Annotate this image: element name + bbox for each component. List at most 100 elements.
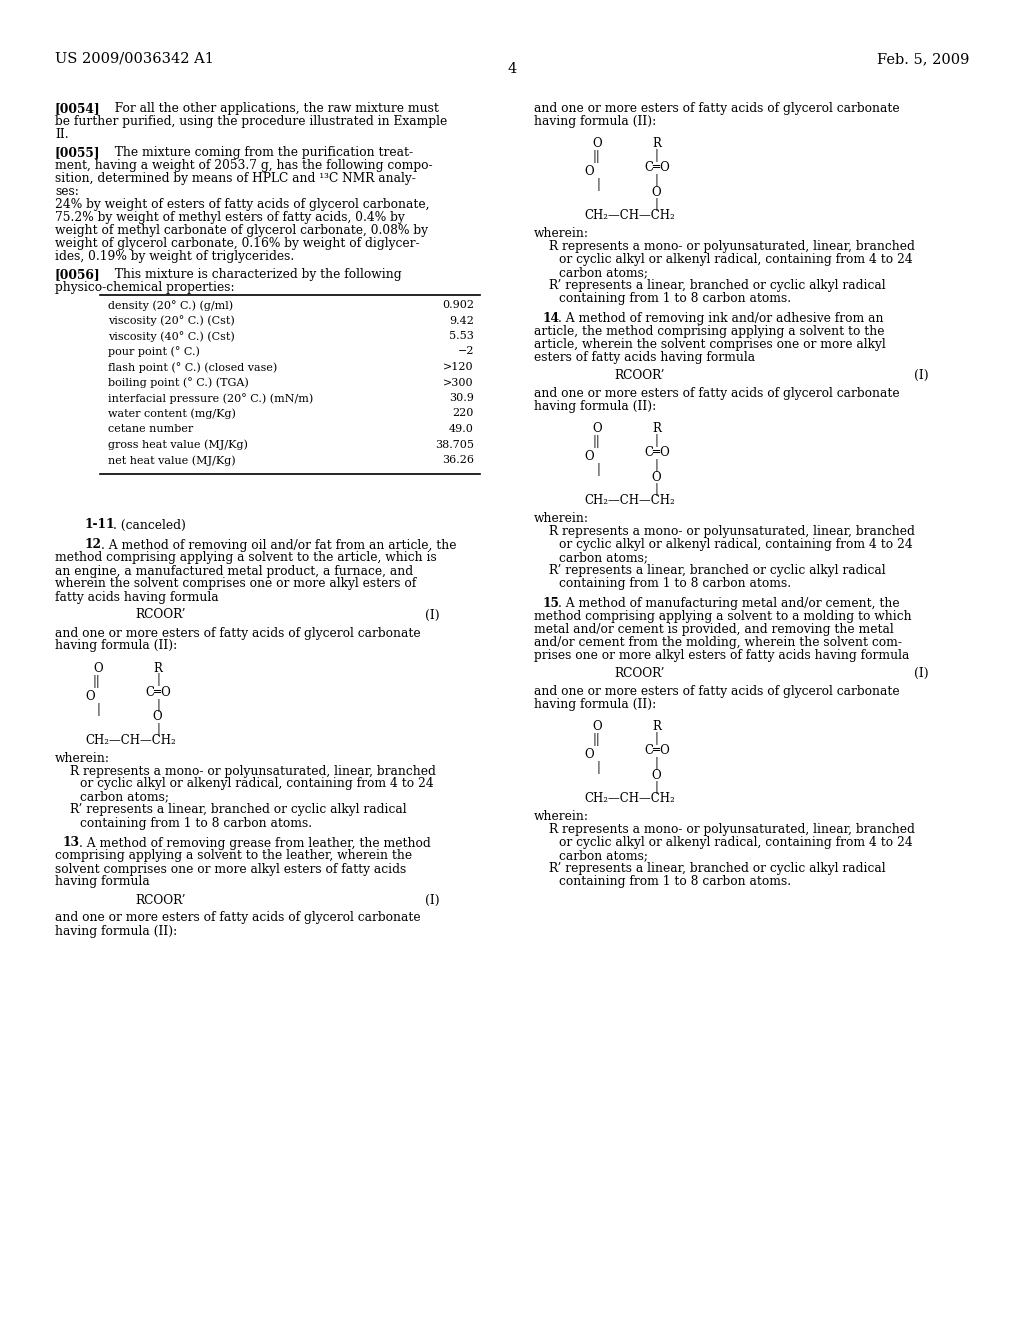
Text: 4: 4 bbox=[507, 62, 517, 77]
Text: R: R bbox=[652, 422, 660, 436]
Text: having formula (II):: having formula (II): bbox=[55, 924, 177, 937]
Text: |: | bbox=[156, 673, 160, 686]
Text: solvent comprises one or more alkyl esters of fatty acids: solvent comprises one or more alkyl este… bbox=[55, 862, 407, 875]
Text: weight of glycerol carbonate, 0.16% by weight of diglycer-: weight of glycerol carbonate, 0.16% by w… bbox=[55, 238, 420, 249]
Text: R represents a mono- or polyunsaturated, linear, branched: R represents a mono- or polyunsaturated,… bbox=[549, 525, 914, 539]
Text: 24% by weight of esters of fatty acids of glycerol carbonate,: 24% by weight of esters of fatty acids o… bbox=[55, 198, 429, 211]
Text: wherein:: wherein: bbox=[534, 810, 589, 822]
Text: ses:: ses: bbox=[55, 185, 79, 198]
Text: 5.53: 5.53 bbox=[450, 331, 474, 341]
Text: containing from 1 to 8 carbon atoms.: containing from 1 to 8 carbon atoms. bbox=[559, 577, 792, 590]
Text: [0056]: [0056] bbox=[55, 268, 100, 281]
Text: |: | bbox=[156, 698, 160, 711]
Text: The mixture coming from the purification treat-: The mixture coming from the purification… bbox=[106, 147, 413, 158]
Text: carbon atoms;: carbon atoms; bbox=[559, 267, 648, 279]
Text: fatty acids having formula: fatty acids having formula bbox=[55, 590, 219, 603]
Text: 9.42: 9.42 bbox=[450, 315, 474, 326]
Text: flash point (° C.) (closed vase): flash point (° C.) (closed vase) bbox=[108, 362, 278, 372]
Text: . A method of removing oil and/or fat from an article, the: . A method of removing oil and/or fat fr… bbox=[101, 539, 457, 552]
Text: 38.705: 38.705 bbox=[435, 440, 474, 450]
Text: containing from 1 to 8 carbon atoms.: containing from 1 to 8 carbon atoms. bbox=[559, 875, 792, 888]
Text: R’ represents a linear, branched or cyclic alkyl radical: R’ represents a linear, branched or cycl… bbox=[70, 804, 407, 817]
Text: |: | bbox=[655, 149, 658, 162]
Text: |: | bbox=[596, 178, 600, 191]
Text: carbon atoms;: carbon atoms; bbox=[80, 791, 169, 804]
Text: prises one or more alkyl esters of fatty acids having formula: prises one or more alkyl esters of fatty… bbox=[534, 649, 909, 663]
Text: sition, determined by means of HPLC and ¹³C NMR analy-: sition, determined by means of HPLC and … bbox=[55, 172, 416, 185]
Text: and one or more esters of fatty acids of glycerol carbonate: and one or more esters of fatty acids of… bbox=[534, 387, 900, 400]
Text: O: O bbox=[85, 689, 94, 702]
Text: ||: || bbox=[592, 436, 600, 447]
Text: O: O bbox=[592, 137, 602, 150]
Text: an engine, a manufactured metal product, a furnace, and: an engine, a manufactured metal product,… bbox=[55, 565, 413, 578]
Text: . (canceled): . (canceled) bbox=[113, 519, 186, 532]
Text: wherein:: wherein: bbox=[534, 227, 589, 240]
Text: boiling point (° C.) (TGA): boiling point (° C.) (TGA) bbox=[108, 378, 249, 388]
Text: esters of fatty acids having formula: esters of fatty acids having formula bbox=[534, 351, 755, 364]
Text: R represents a mono- or polyunsaturated, linear, branched: R represents a mono- or polyunsaturated,… bbox=[549, 240, 914, 253]
Text: O: O bbox=[152, 710, 162, 723]
Text: pour point (° C.): pour point (° C.) bbox=[108, 346, 200, 358]
Text: comprising applying a solvent to the leather, wherein the: comprising applying a solvent to the lea… bbox=[55, 850, 412, 862]
Text: C═O: C═O bbox=[644, 744, 670, 756]
Text: be further purified, using the procedure illustrated in Example: be further purified, using the procedure… bbox=[55, 115, 447, 128]
Text: RCOOR’: RCOOR’ bbox=[614, 667, 665, 680]
Text: (I): (I) bbox=[425, 894, 439, 907]
Text: method comprising applying a solvent to a molding to which: method comprising applying a solvent to … bbox=[534, 610, 911, 623]
Text: viscosity (40° C.) (Cst): viscosity (40° C.) (Cst) bbox=[108, 331, 234, 342]
Text: and one or more esters of fatty acids of glycerol carbonate: and one or more esters of fatty acids of… bbox=[55, 627, 421, 639]
Text: ||: || bbox=[592, 733, 600, 746]
Text: cetane number: cetane number bbox=[108, 424, 194, 434]
Text: or cyclic alkyl or alkenyl radical, containing from 4 to 24: or cyclic alkyl or alkenyl radical, cont… bbox=[559, 539, 912, 550]
Text: having formula (II):: having formula (II): bbox=[534, 400, 656, 413]
Text: |: | bbox=[655, 483, 658, 496]
Text: |: | bbox=[655, 198, 658, 211]
Text: gross heat value (MJ/Kg): gross heat value (MJ/Kg) bbox=[108, 440, 248, 450]
Text: This mixture is characterized by the following: This mixture is characterized by the fol… bbox=[106, 268, 401, 281]
Text: or cyclic alkyl or alkenyl radical, containing from 4 to 24: or cyclic alkyl or alkenyl radical, cont… bbox=[559, 836, 912, 849]
Text: 12: 12 bbox=[85, 539, 102, 552]
Text: |: | bbox=[655, 756, 658, 770]
Text: ides, 0.19% by weight of triglycerides.: ides, 0.19% by weight of triglycerides. bbox=[55, 249, 294, 263]
Text: R’ represents a linear, branched or cyclic alkyl radical: R’ represents a linear, branched or cycl… bbox=[549, 564, 886, 577]
Text: (I): (I) bbox=[425, 609, 439, 622]
Text: 75.2% by weight of methyl esters of fatty acids, 0.4% by: 75.2% by weight of methyl esters of fatt… bbox=[55, 211, 404, 224]
Text: R: R bbox=[153, 661, 162, 675]
Text: US 2009/0036342 A1: US 2009/0036342 A1 bbox=[55, 51, 214, 66]
Text: 0.902: 0.902 bbox=[442, 300, 474, 310]
Text: R’ represents a linear, branched or cyclic alkyl radical: R’ represents a linear, branched or cycl… bbox=[549, 279, 886, 292]
Text: ||: || bbox=[592, 150, 600, 162]
Text: weight of methyl carbonate of glycerol carbonate, 0.08% by: weight of methyl carbonate of glycerol c… bbox=[55, 224, 428, 238]
Text: |: | bbox=[655, 434, 658, 447]
Text: RCOOR’: RCOOR’ bbox=[614, 370, 665, 381]
Text: |: | bbox=[596, 762, 600, 774]
Text: and one or more esters of fatty acids of glycerol carbonate: and one or more esters of fatty acids of… bbox=[534, 685, 900, 698]
Text: . A method of manufacturing metal and/or cement, the: . A method of manufacturing metal and/or… bbox=[558, 597, 900, 610]
Text: article, the method comprising applying a solvent to the: article, the method comprising applying … bbox=[534, 325, 885, 338]
Text: CH₂—CH—CH₂: CH₂—CH—CH₂ bbox=[584, 209, 675, 222]
Text: |: | bbox=[655, 781, 658, 795]
Text: CH₂—CH—CH₂: CH₂—CH—CH₂ bbox=[584, 494, 675, 507]
Text: Feb. 5, 2009: Feb. 5, 2009 bbox=[877, 51, 969, 66]
Text: metal and/or cement is provided, and removing the metal: metal and/or cement is provided, and rem… bbox=[534, 623, 894, 636]
Text: CH₂—CH—CH₂: CH₂—CH—CH₂ bbox=[584, 792, 675, 805]
Text: or cyclic alkyl or alkenyl radical, containing from 4 to 24: or cyclic alkyl or alkenyl radical, cont… bbox=[559, 253, 912, 267]
Text: O: O bbox=[651, 186, 660, 199]
Text: and/or cement from the molding, wherein the solvent com-: and/or cement from the molding, wherein … bbox=[534, 636, 902, 649]
Text: CH₂—CH—CH₂: CH₂—CH—CH₂ bbox=[85, 734, 176, 747]
Text: interfacial pressure (20° C.) (mN/m): interfacial pressure (20° C.) (mN/m) bbox=[108, 393, 313, 404]
Text: 49.0: 49.0 bbox=[450, 424, 474, 434]
Text: >120: >120 bbox=[443, 362, 474, 372]
Text: RCOOR’: RCOOR’ bbox=[135, 894, 185, 907]
Text: RCOOR’: RCOOR’ bbox=[135, 609, 185, 622]
Text: R’ represents a linear, branched or cyclic alkyl radical: R’ represents a linear, branched or cycl… bbox=[549, 862, 886, 875]
Text: 220: 220 bbox=[453, 408, 474, 418]
Text: containing from 1 to 8 carbon atoms.: containing from 1 to 8 carbon atoms. bbox=[559, 292, 792, 305]
Text: >300: >300 bbox=[443, 378, 474, 388]
Text: R: R bbox=[652, 719, 660, 733]
Text: viscosity (20° C.) (Cst): viscosity (20° C.) (Cst) bbox=[108, 315, 234, 326]
Text: |: | bbox=[655, 733, 658, 744]
Text: carbon atoms;: carbon atoms; bbox=[559, 550, 648, 564]
Text: |: | bbox=[596, 463, 600, 477]
Text: O: O bbox=[584, 450, 594, 463]
